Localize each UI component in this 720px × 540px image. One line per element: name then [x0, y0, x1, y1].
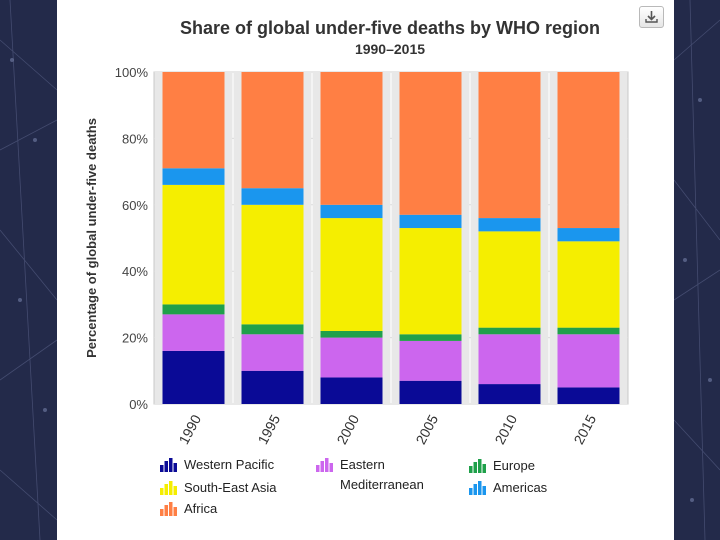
bar-segment	[241, 324, 304, 335]
bar-segment	[241, 188, 304, 205]
bar-segment	[399, 380, 462, 404]
bar-segment	[241, 370, 304, 404]
bar-segment	[320, 377, 383, 404]
legend-label: Americas	[493, 480, 548, 495]
bar-segment	[241, 334, 304, 371]
x-tick-label: 2000	[333, 412, 362, 447]
bar-segment	[478, 384, 541, 404]
bar-segment	[241, 72, 304, 189]
bar-segment	[162, 184, 225, 305]
bar-segment	[557, 241, 620, 328]
bar-segment	[162, 304, 225, 315]
bar-segment	[399, 72, 462, 215]
y-tick-label: 80%	[122, 131, 148, 146]
bar-segment	[557, 334, 620, 388]
download-button[interactable]	[639, 6, 664, 28]
plot-area	[153, 71, 629, 405]
bar-segment	[399, 228, 462, 335]
bar-segment	[557, 327, 620, 335]
legend-label: South-East Asia	[184, 480, 277, 495]
chart-title: Share of global under-five deaths by WHO…	[179, 18, 601, 38]
bar-segment	[320, 337, 383, 378]
x-tick-label: 1995	[254, 412, 283, 447]
bar-segment	[162, 72, 225, 169]
bar-segment	[162, 314, 225, 351]
bar-segment	[399, 334, 462, 341]
bar-segment	[557, 72, 620, 229]
bar-segment	[399, 214, 462, 229]
bar-segment	[478, 72, 541, 219]
legend-label: Africa	[184, 501, 218, 516]
bar-segment	[320, 218, 383, 331]
legend-swatch-icon	[469, 459, 486, 473]
y-tick-label: 0%	[129, 397, 148, 412]
bar-segment	[478, 327, 541, 335]
y-tick-label: 60%	[122, 198, 148, 213]
x-tick-label: 2005	[412, 412, 441, 447]
legend-swatch-icon	[160, 502, 177, 516]
y-axis-label: Percentage of global under-five deaths	[84, 118, 99, 358]
download-icon	[645, 11, 658, 23]
x-tick-label: 2010	[491, 412, 520, 447]
bar-segment	[557, 228, 620, 242]
bar-segment	[478, 218, 541, 232]
legend-label: Western Pacific	[184, 457, 275, 472]
x-tick-label: 2015	[570, 412, 599, 447]
bar-segment	[399, 340, 462, 381]
bar-segment	[557, 387, 620, 404]
legend-swatch-icon	[469, 481, 486, 495]
bar-segment	[241, 204, 304, 325]
chart-subtitle: 1990–2015	[354, 41, 426, 57]
bar-segment	[162, 350, 225, 404]
x-tick-label: 1990	[175, 412, 204, 447]
legend-label: Eastern Mediterranean	[340, 457, 424, 492]
bar-segment	[320, 204, 383, 219]
legend-swatch-icon	[160, 458, 177, 472]
legend-swatch-icon	[316, 458, 333, 472]
bar-segment	[478, 231, 541, 328]
y-tick-label: 40%	[122, 264, 148, 279]
legend-swatch-icon	[160, 481, 177, 495]
y-tick-label: 100%	[115, 65, 149, 80]
legend-label: Europe	[493, 458, 535, 473]
y-tick-label: 20%	[122, 331, 148, 346]
bar-segment	[320, 72, 383, 205]
bar-segment	[162, 168, 225, 185]
bar-segment	[478, 334, 541, 385]
bar-segment	[320, 330, 383, 338]
